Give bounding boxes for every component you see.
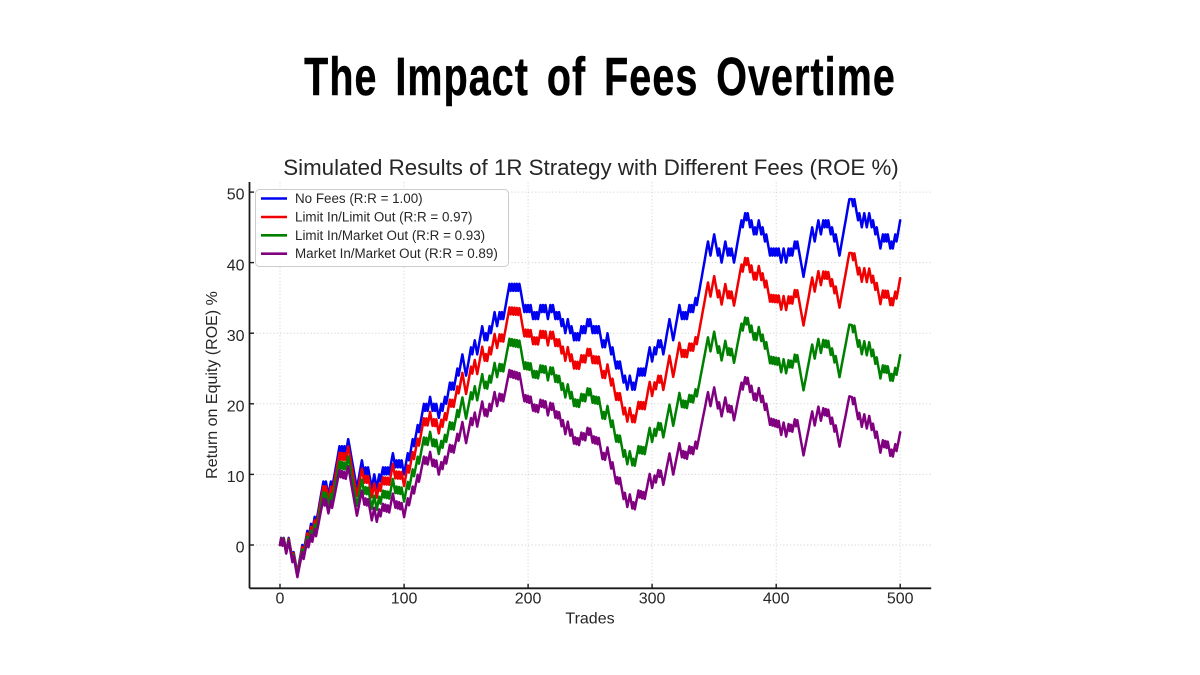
- svg-text:30: 30: [227, 328, 245, 345]
- svg-text:400: 400: [763, 591, 790, 608]
- svg-text:Simulated Results of 1R Strate: Simulated Results of 1R Strategy with Di…: [283, 155, 898, 180]
- svg-text:500: 500: [887, 591, 914, 608]
- svg-text:100: 100: [391, 591, 418, 608]
- svg-text:200: 200: [515, 591, 542, 608]
- svg-text:No Fees (R:R = 1.00): No Fees (R:R = 1.00): [295, 191, 423, 206]
- svg-text:Return on Equity (ROE) %: Return on Equity (ROE) %: [204, 291, 221, 479]
- svg-text:0: 0: [276, 591, 285, 608]
- svg-text:40: 40: [227, 257, 245, 274]
- svg-text:Limit In/Market Out (R:R = 0.9: Limit In/Market Out (R:R = 0.93): [295, 228, 485, 243]
- svg-text:Trades: Trades: [565, 611, 614, 628]
- svg-text:300: 300: [639, 591, 666, 608]
- svg-text:Market In/Market Out (R:R = 0.: Market In/Market Out (R:R = 0.89): [295, 246, 498, 261]
- svg-text:Limit In/Limit Out (R:R = 0.97: Limit In/Limit Out (R:R = 0.97): [295, 210, 472, 225]
- svg-text:0: 0: [236, 540, 245, 557]
- svg-text:The Impact of Fees Overtime: The Impact of Fees Overtime: [304, 47, 896, 108]
- svg-text:10: 10: [227, 469, 245, 486]
- svg-text:20: 20: [227, 399, 245, 416]
- svg-text:50: 50: [227, 187, 245, 204]
